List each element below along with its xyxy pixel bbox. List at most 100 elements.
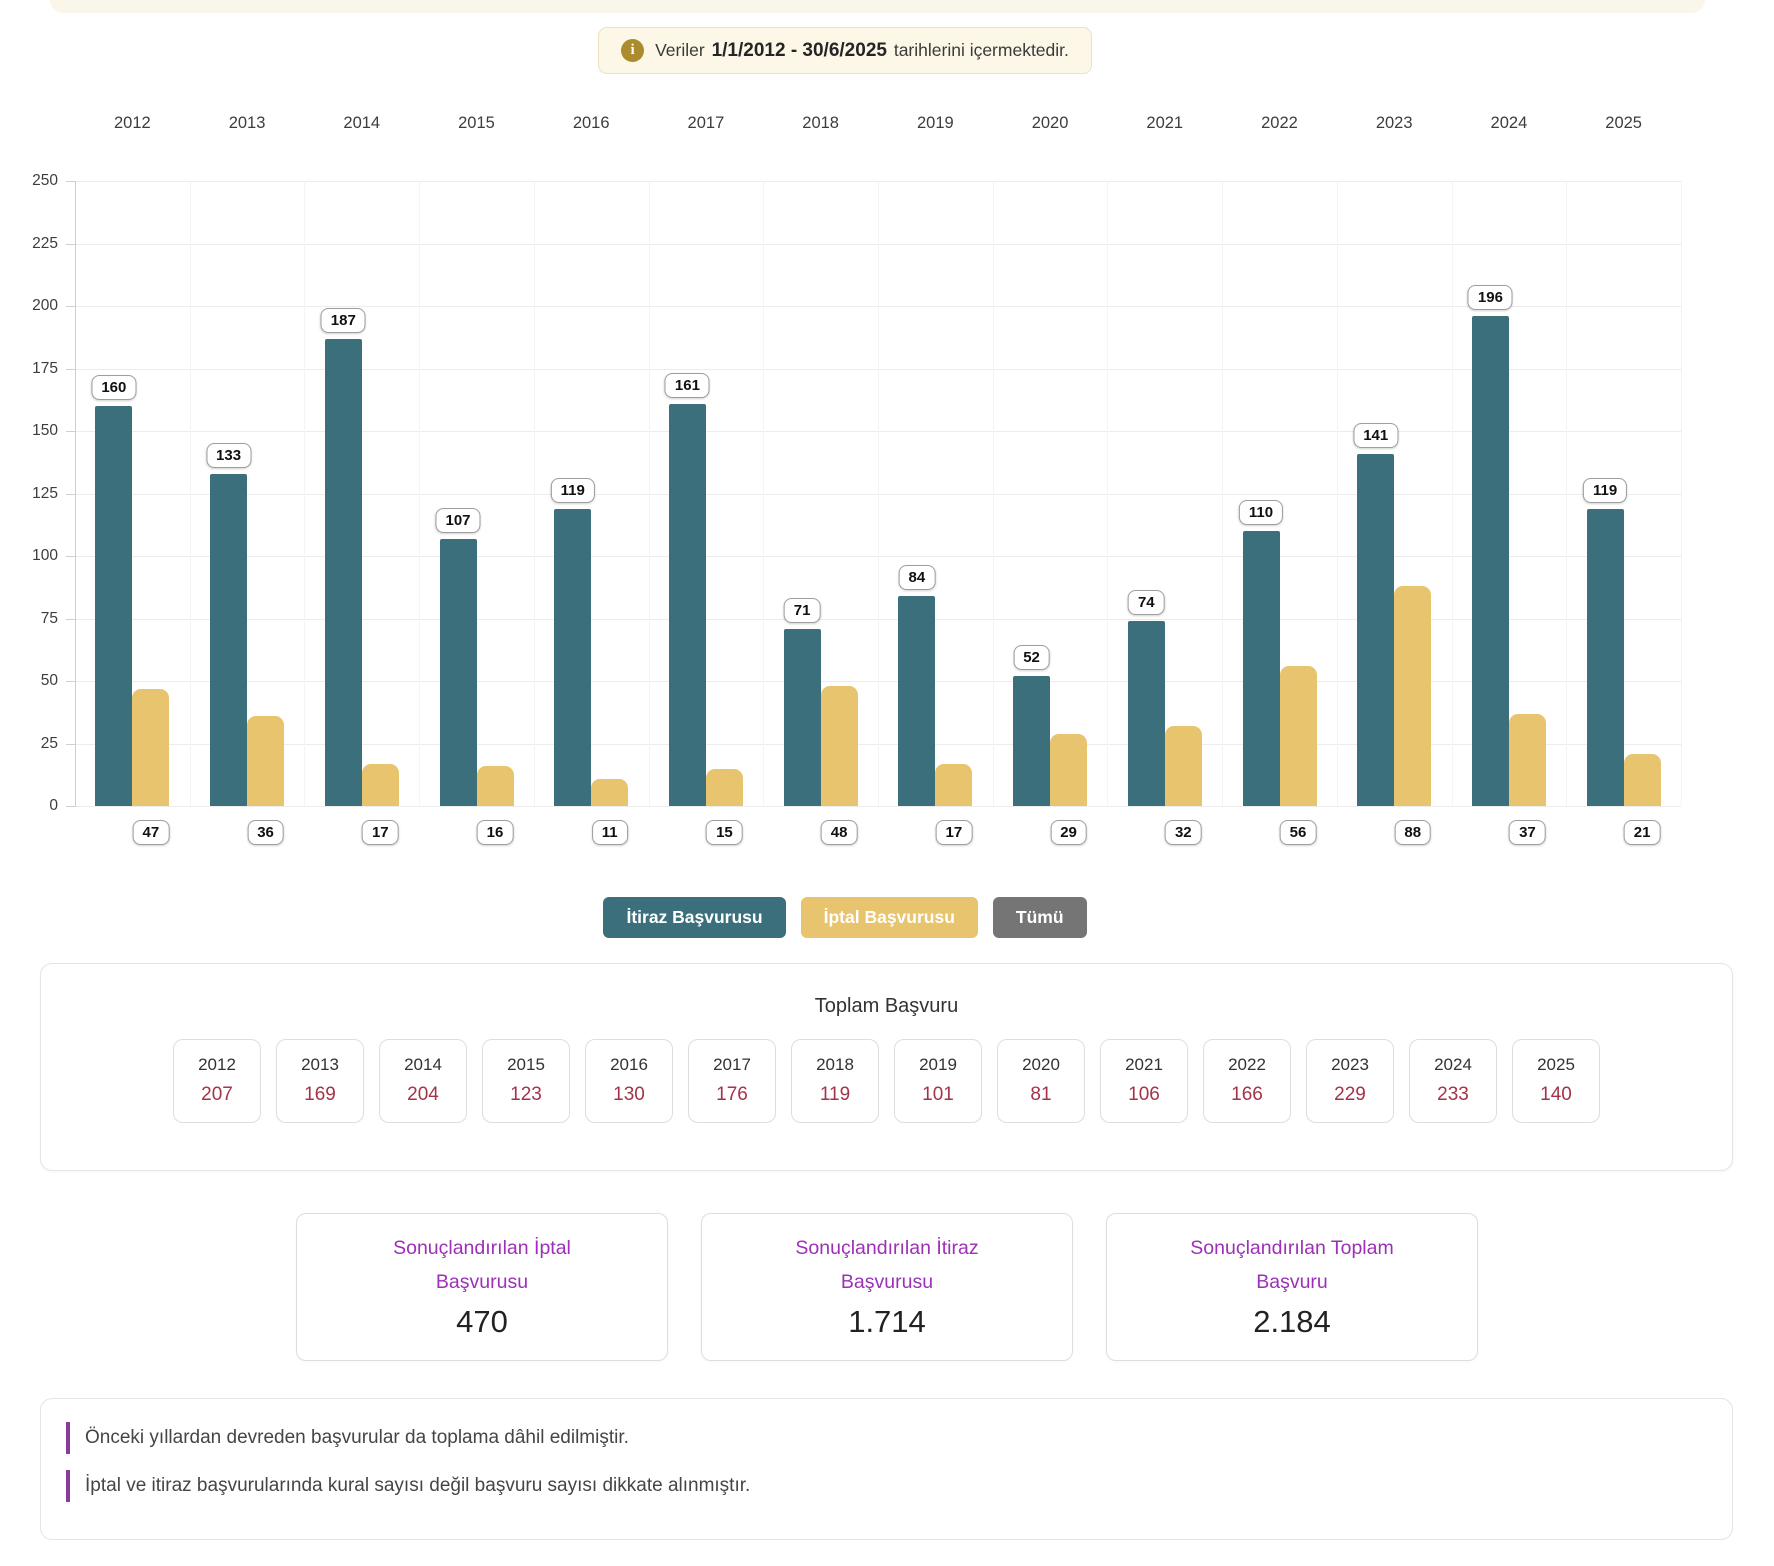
total-card-2024: 2024 233 <box>1409 1039 1497 1123</box>
bar-itiraz-2016[interactable] <box>554 508 592 806</box>
bar-value-itiraz-2018: 71 <box>783 597 821 623</box>
bar-iptal-2025[interactable] <box>1623 753 1661 806</box>
bar-itiraz-2017[interactable] <box>668 403 706 806</box>
total-card-value: 106 <box>1128 1084 1160 1105</box>
x-axis-year-label: 2023 <box>1375 114 1413 132</box>
total-card-2022: 2022 166 <box>1203 1039 1291 1123</box>
bar-itiraz-2012[interactable] <box>95 406 133 806</box>
x-axis-year-label: 2020 <box>1031 114 1069 132</box>
x-axis-year-label: 2021 <box>1146 114 1184 132</box>
bar-iptal-2013[interactable] <box>247 716 285 806</box>
y-axis-tick <box>66 618 75 620</box>
bar-value-itiraz-2016: 119 <box>550 477 595 503</box>
legend-button-itiraz[interactable]: İtiraz Başvurusu <box>603 897 786 938</box>
bar-value-itiraz-2019: 84 <box>898 565 936 590</box>
total-card-2019: 2019 101 <box>894 1039 982 1123</box>
y-axis-line <box>75 181 76 807</box>
bar-itiraz-2025[interactable] <box>1586 508 1624 806</box>
totals-cards-row: 2012 207 2013 169 2014 204 2015 123 2016 130 2017 1… <box>41 1039 1732 1123</box>
legend-button-tumu[interactable]: Tümü <box>992 897 1087 938</box>
legend-button-iptal[interactable]: İptal Başvurusu <box>800 897 978 938</box>
bar-itiraz-2024[interactable] <box>1471 316 1509 806</box>
applications-bar-chart: 0 25 50 75 100 125 150 175 200 225 250 2012 2013 2014… <box>0 100 1774 870</box>
bar-iptal-2020[interactable] <box>1050 733 1088 806</box>
total-card-year: 2015 <box>507 1055 545 1074</box>
total-card-2020: 2020 81 <box>997 1039 1085 1123</box>
bar-iptal-2021[interactable] <box>1164 726 1202 806</box>
total-card-2018: 2018 119 <box>791 1039 879 1123</box>
vertical-gridline <box>419 181 421 806</box>
bar-iptal-2023[interactable] <box>1394 586 1432 806</box>
bar-itiraz-2015[interactable] <box>439 538 477 806</box>
bar-itiraz-2023[interactable] <box>1357 453 1395 806</box>
vertical-gridline <box>763 181 765 806</box>
y-axis-label: 75 <box>40 609 58 627</box>
total-card-value: 101 <box>922 1084 954 1105</box>
bar-iptal-2014[interactable] <box>361 763 399 806</box>
bar-iptal-2012[interactable] <box>132 688 170 806</box>
bar-itiraz-2019[interactable] <box>898 596 936 806</box>
x-axis-year-label: 2022 <box>1261 114 1298 132</box>
bar-value-iptal-2020: 29 <box>1050 820 1087 845</box>
bar-itiraz-2013[interactable] <box>210 473 248 806</box>
bar-value-iptal-2024: 37 <box>1509 820 1546 845</box>
bar-value-iptal-2025: 21 <box>1623 820 1661 845</box>
bar-value-iptal-2016: 11 <box>591 820 628 845</box>
total-card-2023: 2023 229 <box>1306 1039 1394 1123</box>
bar-value-itiraz-2021: 74 <box>1127 590 1165 615</box>
banner-text: Veriler 1/1/2012 - 30/6/2025 tarihlerini… <box>655 40 1069 62</box>
bar-value-itiraz-2024: 196 <box>1467 285 1513 310</box>
bar-iptal-2017[interactable] <box>705 768 743 806</box>
summary-card-toplam: Sonuçlandırılan Toplam Başvuru 2.184 <box>1106 1213 1478 1361</box>
bar-itiraz-2014[interactable] <box>324 338 362 806</box>
bar-iptal-2018[interactable] <box>820 686 858 806</box>
bar-iptal-2019[interactable] <box>935 763 973 806</box>
x-axis-year-label: 2014 <box>343 114 381 132</box>
total-card-value: 204 <box>407 1084 439 1105</box>
bar-itiraz-2018[interactable] <box>783 628 821 806</box>
bar-iptal-2016[interactable] <box>591 778 629 806</box>
x-axis-year-label: 2013 <box>228 114 266 132</box>
summary-card-title: Sonuçlandırılan İptal Başvurusu <box>393 1237 571 1294</box>
y-axis-label: 125 <box>32 484 58 502</box>
banner-text-suffix: tarihlerini içermektedir. <box>893 39 1069 60</box>
x-axis-year-label: 2018 <box>802 114 839 132</box>
info-icon: i <box>621 39 645 62</box>
bar-itiraz-2022[interactable] <box>1242 531 1280 806</box>
total-card-year: 2014 <box>404 1055 442 1074</box>
bar-value-iptal-2017: 15 <box>706 820 743 845</box>
note-item: İptal ve itiraz başvurularında kural say… <box>66 1470 1732 1502</box>
bar-itiraz-2020[interactable] <box>1013 676 1051 806</box>
bar-iptal-2024[interactable] <box>1508 713 1546 806</box>
summary-card-value: 470 <box>456 1304 508 1340</box>
bar-value-iptal-2021: 32 <box>1164 820 1202 845</box>
total-card-2012: 2012 207 <box>173 1039 261 1123</box>
y-axis-label: 225 <box>32 234 58 252</box>
vertical-gridline <box>1681 181 1682 806</box>
bar-iptal-2015[interactable] <box>476 766 514 806</box>
y-axis-tick <box>66 431 75 432</box>
total-card-value: 119 <box>819 1084 851 1105</box>
bar-value-itiraz-2014: 187 <box>320 307 366 333</box>
chart-legend: İtiraz Başvurusu İptal Başvurusu Tümü <box>0 897 1690 938</box>
vertical-gridline <box>992 181 994 806</box>
total-card-year: 2012 <box>198 1055 236 1074</box>
y-axis-tick <box>66 806 75 807</box>
bar-value-iptal-2022: 56 <box>1279 820 1317 845</box>
bar-itiraz-2021[interactable] <box>1127 621 1165 806</box>
y-axis-label: 25 <box>40 734 58 752</box>
totals-panel: Toplam Başvuru 2012 207 2013 169 2014 204 2015… <box>40 963 1733 1171</box>
y-axis-tick <box>66 493 75 495</box>
total-card-value: 233 <box>1437 1084 1469 1105</box>
x-axis-year-label: 2025 <box>1605 114 1642 132</box>
bar-iptal-2022[interactable] <box>1279 666 1317 806</box>
total-card-year: 2013 <box>301 1055 339 1074</box>
total-card-value: 130 <box>613 1084 645 1105</box>
vertical-gridline <box>878 181 879 806</box>
y-axis-tick <box>66 681 75 682</box>
total-card-2014: 2014 204 <box>379 1039 467 1123</box>
total-card-2017: 2017 176 <box>688 1039 776 1123</box>
total-card-value: 169 <box>304 1084 336 1105</box>
vertical-gridline <box>1107 181 1109 806</box>
totals-title: Toplam Başvuru <box>814 995 959 1017</box>
